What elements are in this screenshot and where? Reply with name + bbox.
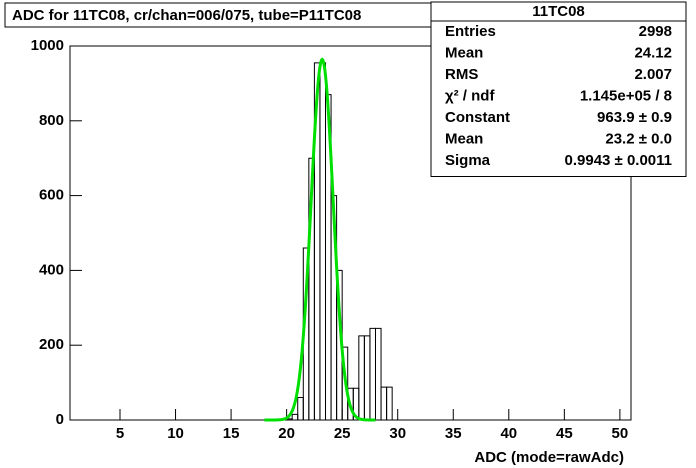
- stats-value: 2998: [639, 23, 672, 40]
- stats-label: Entries: [445, 23, 496, 40]
- x-tick-label: 10: [167, 425, 184, 442]
- stats-box: [430, 1, 687, 177]
- y-tick-label: 0: [56, 411, 64, 428]
- x-tick-label: 40: [500, 425, 517, 442]
- stats-value: 1.145e+05 / 8: [580, 87, 672, 104]
- y-tick-label: 600: [39, 187, 64, 204]
- stats-label: RMS: [445, 66, 478, 83]
- chart-title: ADC for 11TC08, cr/chan=006/075, tube=P1…: [12, 7, 361, 24]
- stats-value: 963.9 ± 0.9: [597, 109, 672, 126]
- histogram-bin: [374, 327, 382, 420]
- x-tick-label: 35: [445, 425, 462, 442]
- histogram-bin: [386, 386, 393, 420]
- stats-label: Constant: [445, 109, 510, 126]
- y-tick-label: 1000: [31, 37, 64, 54]
- histogram-bin: [341, 346, 349, 420]
- stats-label: Sigma: [445, 152, 491, 169]
- y-tick-label: 800: [39, 112, 64, 129]
- title-box: [4, 2, 495, 28]
- stats-value: 2.007: [634, 66, 672, 83]
- x-tick-label: 15: [223, 425, 240, 442]
- x-tick-label: 25: [334, 425, 351, 442]
- x-axis-label: ADC (mode=rawAdc): [474, 449, 624, 466]
- stats-label: Mean: [445, 44, 483, 61]
- x-tick-label: 5: [116, 425, 124, 442]
- x-tick-label: 50: [612, 425, 629, 442]
- frame: [69, 45, 632, 421]
- stats-title: 11TC08: [532, 3, 585, 20]
- x-tick-label: 30: [389, 425, 406, 442]
- stats-value: 0.9943 ± 0.0011: [565, 152, 673, 169]
- stats-value: 23.2 ± 0.0: [605, 130, 672, 147]
- stats-label: Mean: [445, 130, 483, 147]
- fit-curve: [264, 57, 376, 422]
- stats-value: 24.12: [634, 44, 672, 61]
- x-tick-label: 20: [278, 425, 295, 442]
- y-tick-label: 400: [39, 261, 64, 278]
- y-tick-label: 200: [39, 336, 64, 353]
- stats-label: χ² / ndf: [445, 87, 495, 104]
- x-tick-label: 45: [556, 425, 573, 442]
